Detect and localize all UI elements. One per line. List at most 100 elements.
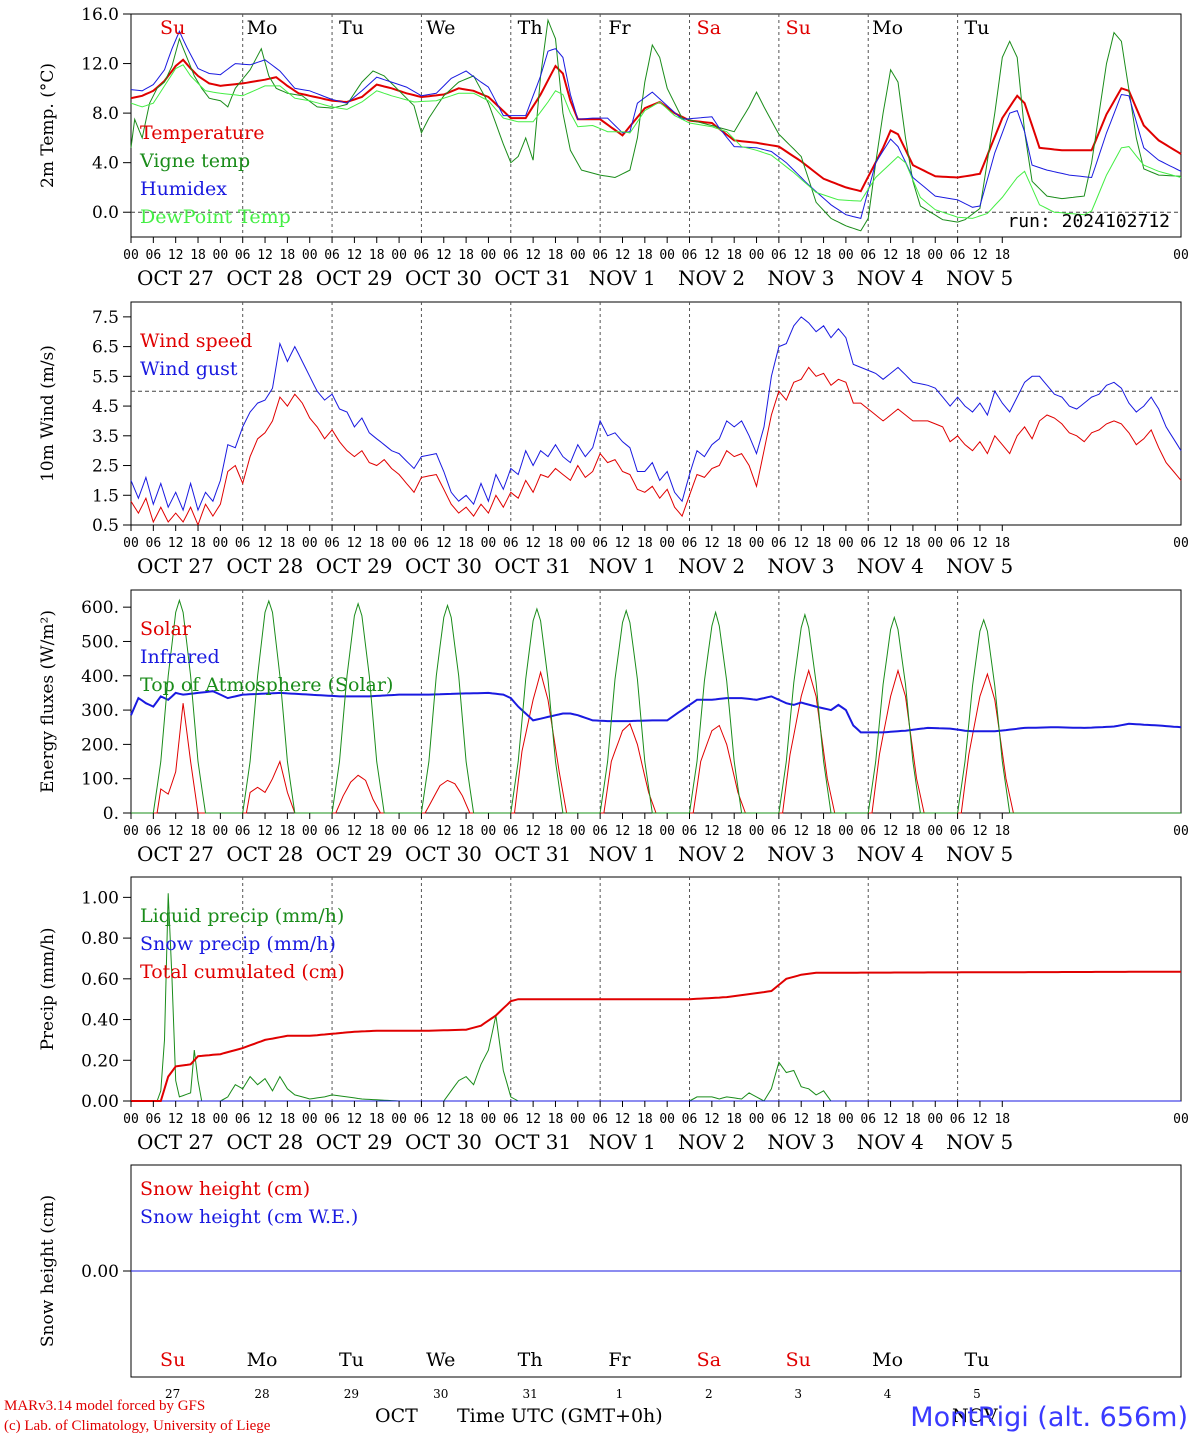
hour-tick-label: 12 bbox=[168, 824, 184, 839]
date-label: OCT 27 bbox=[137, 842, 214, 866]
hour-tick-label: 12 bbox=[704, 1112, 720, 1127]
hour-tick-label: 00 bbox=[302, 1112, 318, 1127]
y-tick-label: 5.5 bbox=[92, 367, 119, 387]
hour-tick-label: 12 bbox=[704, 824, 720, 839]
hour-tick-label: 12 bbox=[168, 536, 184, 551]
date-label: OCT 27 bbox=[137, 266, 214, 290]
y-tick-label: 0.00 bbox=[81, 1262, 119, 1282]
hour-tick-label: 12 bbox=[347, 824, 363, 839]
weekday-label: Th bbox=[518, 17, 543, 39]
hour-tick-label: 12 bbox=[793, 1112, 809, 1127]
hour-tick-label: 06 bbox=[682, 248, 698, 263]
hour-tick-label: 12 bbox=[793, 536, 809, 551]
hour-tick-label: 00 bbox=[1173, 536, 1189, 551]
hour-tick-label: 12 bbox=[972, 1112, 988, 1127]
y-tick-label: 500. bbox=[81, 632, 119, 652]
hour-tick-label: 18 bbox=[548, 824, 564, 839]
date-label: OCT 28 bbox=[226, 266, 303, 290]
hour-tick-label: 06 bbox=[592, 1112, 608, 1127]
hour-tick-label: 18 bbox=[637, 824, 653, 839]
date-label: NOV 3 bbox=[767, 554, 834, 578]
legend-entry: Snow height (cm W.E.) bbox=[140, 1206, 358, 1228]
weekday-label: Tu bbox=[339, 17, 364, 39]
hour-tick-label: 12 bbox=[972, 824, 988, 839]
series-line-wind-speed bbox=[130, 366, 1182, 527]
time-axis-label: Time UTC (GMT+0h) bbox=[457, 1405, 663, 1427]
hour-tick-label: 06 bbox=[324, 248, 340, 263]
hour-tick-label: 00 bbox=[570, 536, 586, 551]
legend-entry: Solar bbox=[140, 618, 192, 640]
month-label-nov: NOV bbox=[952, 1405, 998, 1427]
hour-tick-label: 12 bbox=[883, 824, 899, 839]
y-tick-label: 200. bbox=[81, 735, 119, 755]
run-annotation: run: 2024102712 bbox=[1007, 211, 1170, 232]
date-label: NOV 5 bbox=[946, 1130, 1013, 1154]
hour-tick-label: 06 bbox=[592, 248, 608, 263]
hour-tick-label: 18 bbox=[994, 248, 1010, 263]
hour-tick-label: 06 bbox=[235, 536, 251, 551]
y-tick-label: 0.80 bbox=[81, 929, 119, 949]
hour-tick-label: 06 bbox=[414, 536, 430, 551]
hour-tick-label: 00 bbox=[838, 824, 854, 839]
weekday-label: Su bbox=[160, 1349, 185, 1371]
hour-tick-label: 00 bbox=[1173, 824, 1189, 839]
hour-tick-label: 00 bbox=[1173, 248, 1189, 263]
hour-tick-label: 18 bbox=[190, 536, 206, 551]
hour-tick-label: 12 bbox=[347, 536, 363, 551]
hour-tick-label: 00 bbox=[481, 536, 497, 551]
hour-tick-label: 18 bbox=[726, 536, 742, 551]
y-tick-label: 0.00 bbox=[81, 1092, 119, 1112]
hour-tick-label: 06 bbox=[771, 536, 787, 551]
hour-tick-label: 18 bbox=[816, 536, 832, 551]
hour-tick-label: 12 bbox=[615, 248, 631, 263]
hour-tick-label: 06 bbox=[682, 536, 698, 551]
hour-tick-label: 12 bbox=[525, 824, 541, 839]
hour-tick-label: 00 bbox=[481, 1112, 497, 1127]
hour-tick-label: 18 bbox=[548, 536, 564, 551]
hour-tick-label: 00 bbox=[481, 248, 497, 263]
date-label: OCT 28 bbox=[226, 1130, 303, 1154]
hour-tick-label: 12 bbox=[883, 536, 899, 551]
hour-tick-label: 18 bbox=[548, 248, 564, 263]
hour-tick-label: 12 bbox=[615, 536, 631, 551]
hour-tick-label: 00 bbox=[749, 248, 765, 263]
series-line-humidex bbox=[130, 30, 1182, 220]
day-number-label: 2 bbox=[705, 1387, 713, 1401]
y-tick-label: 1.5 bbox=[92, 486, 119, 506]
hour-tick-label: 18 bbox=[458, 248, 474, 263]
date-label: OCT 28 bbox=[226, 842, 303, 866]
hour-tick-label: 18 bbox=[369, 536, 385, 551]
hour-tick-label: 06 bbox=[146, 1112, 162, 1127]
hour-tick-label: 18 bbox=[458, 824, 474, 839]
weekday-label: Mo bbox=[247, 17, 278, 39]
weekday-label: Tu bbox=[964, 1349, 989, 1371]
y-tick-label: 3.5 bbox=[92, 427, 119, 447]
hour-tick-label: 18 bbox=[280, 248, 296, 263]
hour-tick-label: 00 bbox=[1173, 1112, 1189, 1127]
hour-tick-label: 12 bbox=[525, 248, 541, 263]
hour-tick-label: 00 bbox=[749, 536, 765, 551]
hour-tick-label: 06 bbox=[682, 824, 698, 839]
y-tick-label: 6.5 bbox=[92, 338, 119, 358]
hour-tick-label: 00 bbox=[838, 248, 854, 263]
hour-tick-label: 06 bbox=[503, 1112, 519, 1127]
date-label: NOV 4 bbox=[857, 842, 924, 866]
hour-tick-label: 12 bbox=[525, 536, 541, 551]
hour-tick-label: 18 bbox=[816, 1112, 832, 1127]
day-number-label: 27 bbox=[165, 1387, 180, 1401]
hour-tick-label: 00 bbox=[659, 1112, 675, 1127]
date-label: OCT 27 bbox=[137, 554, 214, 578]
date-label: OCT 29 bbox=[316, 554, 393, 578]
panel-2: 0.5 1.5 2.5 3.5 4.5 5.5 6.5 7.5 10m Wind (m/s) Wi… bbox=[38, 301, 1189, 578]
weekday-label: Fr bbox=[608, 1349, 631, 1371]
legend-entry: Total cumulated (cm) bbox=[140, 961, 345, 983]
hour-tick-label: 12 bbox=[257, 824, 273, 839]
date-label: OCT 31 bbox=[494, 554, 571, 578]
hour-tick-label: 12 bbox=[436, 536, 452, 551]
panel-frame bbox=[130, 301, 1182, 526]
hour-tick-label: 06 bbox=[860, 1112, 876, 1127]
panel-frame bbox=[130, 589, 1182, 814]
hour-tick-label: 06 bbox=[324, 536, 340, 551]
hour-tick-label: 00 bbox=[213, 536, 229, 551]
hour-tick-label: 00 bbox=[213, 248, 229, 263]
